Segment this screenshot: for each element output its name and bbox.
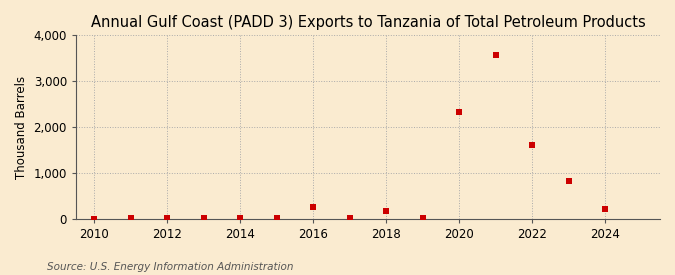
Point bbox=[198, 216, 209, 221]
Point bbox=[235, 216, 246, 220]
Point bbox=[381, 209, 392, 213]
Point bbox=[454, 110, 464, 115]
Point bbox=[271, 216, 282, 221]
Point bbox=[162, 216, 173, 220]
Title: Annual Gulf Coast (PADD 3) Exports to Tanzania of Total Petroleum Products: Annual Gulf Coast (PADD 3) Exports to Ta… bbox=[90, 15, 645, 30]
Point bbox=[564, 179, 574, 183]
Point bbox=[490, 53, 501, 57]
Text: Source: U.S. Energy Information Administration: Source: U.S. Energy Information Administ… bbox=[47, 262, 294, 272]
Point bbox=[308, 205, 319, 210]
Point bbox=[600, 207, 611, 211]
Y-axis label: Thousand Barrels: Thousand Barrels bbox=[15, 75, 28, 178]
Point bbox=[417, 216, 428, 221]
Point bbox=[126, 216, 136, 221]
Point bbox=[527, 143, 538, 148]
Point bbox=[344, 216, 355, 221]
Point bbox=[89, 216, 100, 221]
